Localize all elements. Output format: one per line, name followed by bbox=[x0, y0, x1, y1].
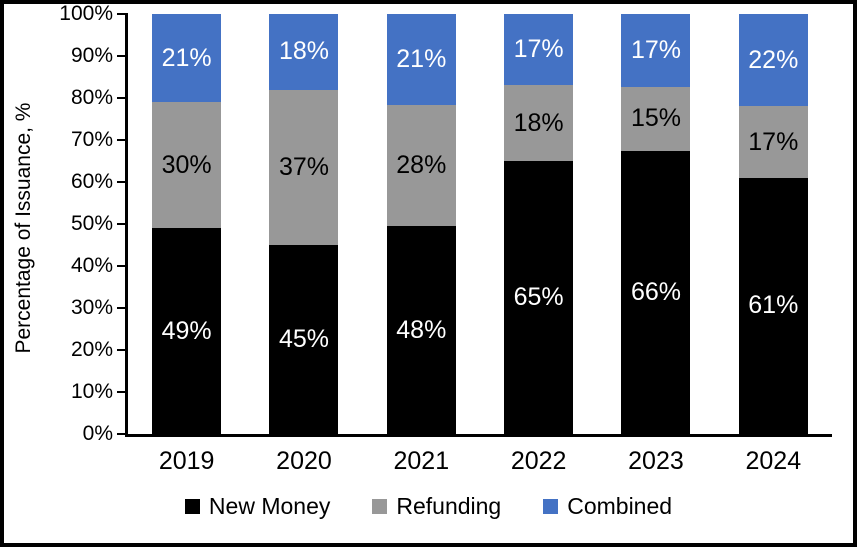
stacked-bar-2021: 21% 28% 48% bbox=[386, 14, 456, 434]
bar-segment-label: 65% bbox=[513, 282, 564, 311]
stacked-bar-2019: 21% 30% 49% bbox=[152, 14, 222, 434]
legend: New Money Refunding Combined bbox=[4, 493, 853, 520]
bar-segment-label: 21% bbox=[161, 43, 212, 72]
y-axis-tick-label: 30% bbox=[70, 296, 113, 319]
bar-segment-combined: 22% bbox=[738, 14, 808, 107]
legend-item-combined: Combined bbox=[543, 493, 672, 520]
bar-segment-refunding: 30% bbox=[152, 102, 222, 229]
bar-segment-combined: 18% bbox=[269, 14, 339, 90]
bar-segment-label: 17% bbox=[748, 127, 799, 156]
bar-segment-refunding: 37% bbox=[269, 89, 339, 245]
bar-segment-refunding: 18% bbox=[504, 85, 574, 161]
bar-segment-new-money: 61% bbox=[738, 177, 808, 434]
bar-segment-label: 28% bbox=[396, 151, 447, 180]
bar-slot-2020: 18% 37% 45% bbox=[245, 14, 362, 434]
y-axis-tick-mark bbox=[117, 307, 128, 309]
bar-segment-label: 22% bbox=[748, 45, 799, 74]
bar-slot-2022: 17% 18% 65% bbox=[480, 14, 597, 434]
plot-area: 0% 10% 20% 30% 40% 50% 60% 70% 80% 90% 100% 21% 30%… bbox=[59, 4, 832, 445]
y-axis-tick-label: 80% bbox=[70, 86, 113, 109]
y-axis-tick-mark bbox=[117, 223, 128, 225]
y-axis-tick-mark bbox=[117, 139, 128, 141]
y-axis-tick-label: 100% bbox=[59, 2, 113, 25]
y-axis-tick-mark bbox=[117, 391, 128, 393]
bar-segment-label: 45% bbox=[278, 324, 329, 353]
bar-segment-refunding: 28% bbox=[386, 104, 456, 227]
bar-segment-new-money: 49% bbox=[152, 228, 222, 434]
x-axis-label-2020: 2020 bbox=[276, 447, 332, 475]
y-axis-tick-label: 60% bbox=[70, 170, 113, 193]
stacked-bar-2024: 22% 17% 61% bbox=[738, 14, 808, 434]
legend-item-new-money: New Money bbox=[184, 493, 331, 520]
bar-slot-2019: 21% 30% 49% bbox=[128, 14, 245, 434]
bar-segment-new-money: 65% bbox=[504, 160, 574, 434]
legend-swatch-icon bbox=[372, 499, 388, 514]
x-axis-label-2023: 2023 bbox=[628, 447, 684, 475]
y-axis-tick-label: 90% bbox=[70, 44, 113, 67]
y-axis-tick-label: 40% bbox=[70, 254, 113, 277]
x-axis-label-2021: 2021 bbox=[393, 447, 450, 475]
y-axis-tick-mark bbox=[117, 97, 128, 99]
y-axis-tick-mark bbox=[117, 265, 128, 267]
bar-slot-2023: 17% 15% 66% bbox=[597, 14, 714, 434]
bar-segment-refunding: 15% bbox=[621, 86, 691, 152]
bar-segment-combined: 17% bbox=[621, 14, 691, 87]
y-axis-tick-label: 10% bbox=[70, 380, 113, 403]
bar-segment-label: 37% bbox=[278, 152, 329, 181]
legend-item-refunding: Refunding bbox=[372, 493, 501, 520]
y-axis-tick-label: 20% bbox=[70, 338, 113, 361]
bar-segment-refunding: 17% bbox=[738, 106, 808, 178]
bars-container: 21% 30% 49% 18% 37% 45% 21% 28% 48% 17% 18% 65% 17% 1… bbox=[128, 14, 832, 434]
bar-segment-label: 30% bbox=[161, 150, 212, 179]
x-axis-label-2024: 2024 bbox=[745, 447, 802, 475]
bar-segment-label: 17% bbox=[630, 35, 681, 64]
y-axis-tick-label: 50% bbox=[70, 212, 113, 235]
bar-segment-new-money: 48% bbox=[386, 226, 456, 434]
bar-segment-label: 48% bbox=[396, 315, 447, 344]
x-axis-label-2019: 2019 bbox=[158, 447, 215, 475]
x-axis-label-2022: 2022 bbox=[510, 447, 567, 475]
bar-slot-2024: 22% 17% 61% bbox=[715, 14, 832, 434]
bar-segment-label: 66% bbox=[630, 278, 681, 307]
x-axis-labels: 2019 2020 2021 2022 2023 2024 bbox=[128, 447, 832, 476]
y-axis-tick-mark bbox=[117, 349, 128, 351]
legend-label: Refunding bbox=[396, 493, 502, 519]
legend-swatch-icon bbox=[184, 499, 200, 514]
bar-segment-label: 21% bbox=[396, 44, 447, 73]
y-axis-tick-label: 70% bbox=[70, 128, 113, 151]
legend-label: New Money bbox=[208, 493, 331, 519]
bar-segment-combined: 17% bbox=[504, 14, 574, 86]
legend-label: Combined bbox=[567, 493, 673, 519]
y-axis-tick-mark bbox=[117, 13, 128, 15]
stacked-bar-2022: 17% 18% 65% bbox=[504, 14, 574, 434]
legend-swatch-icon bbox=[543, 499, 559, 514]
bar-segment-label: 18% bbox=[513, 108, 564, 137]
bar-segment-new-money: 66% bbox=[621, 151, 691, 434]
stacked-bar-2020: 18% 37% 45% bbox=[269, 14, 339, 434]
bar-segment-label: 17% bbox=[513, 35, 564, 64]
bar-slot-2021: 21% 28% 48% bbox=[363, 14, 480, 434]
y-axis-tick-mark bbox=[117, 55, 128, 57]
bar-segment-combined: 21% bbox=[152, 14, 222, 103]
bar-segment-label: 61% bbox=[748, 291, 799, 320]
bar-segment-label: 49% bbox=[161, 316, 212, 345]
y-axis-tick-label: 0% bbox=[82, 422, 113, 445]
y-axis-tick-mark bbox=[117, 433, 128, 435]
stacked-bar-2023: 17% 15% 66% bbox=[621, 14, 691, 434]
bar-segment-new-money: 45% bbox=[269, 244, 339, 434]
y-axis-tick-mark bbox=[117, 181, 128, 183]
bar-segment-label: 15% bbox=[630, 104, 681, 133]
bar-segment-combined: 21% bbox=[386, 14, 456, 105]
bar-segment-label: 18% bbox=[278, 37, 329, 66]
